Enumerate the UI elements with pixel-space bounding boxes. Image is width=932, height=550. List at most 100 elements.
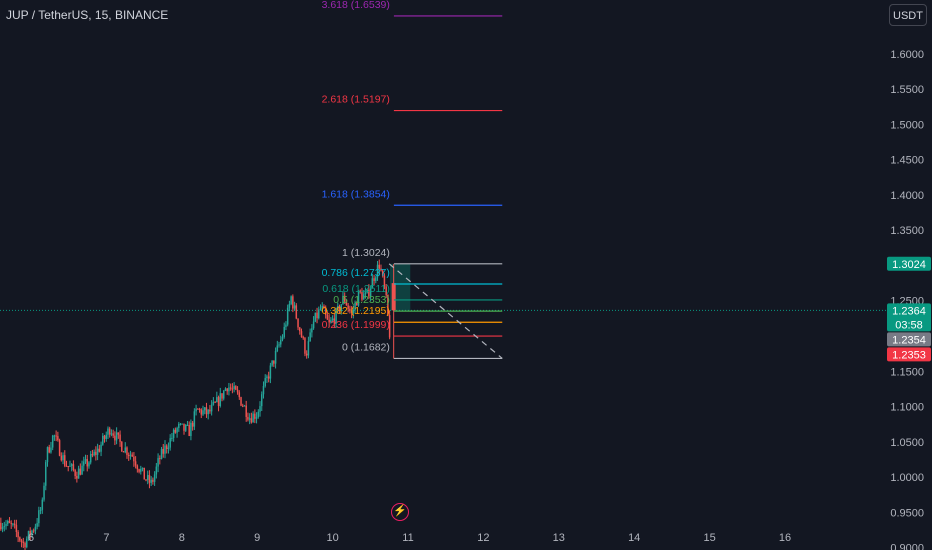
candle[interactable] — [349, 305, 351, 314]
lightning-icon[interactable]: ⚡ — [391, 503, 409, 521]
candle[interactable] — [229, 383, 232, 391]
candle[interactable] — [240, 396, 242, 407]
time-axis[interactable]: 6 7 8 9 10 11 12 13 14 15 16 — [28, 532, 791, 544]
candle[interactable] — [140, 465, 142, 475]
candle[interactable] — [262, 381, 265, 399]
candle[interactable] — [307, 336, 310, 359]
candle[interactable] — [321, 302, 323, 313]
candle[interactable] — [324, 305, 327, 319]
candle[interactable] — [337, 302, 339, 313]
fib-level-1_618[interactable]: 1.618 (1.3854) — [322, 188, 503, 206]
candle[interactable] — [261, 391, 263, 412]
candle[interactable] — [359, 289, 361, 294]
candle[interactable] — [342, 291, 344, 305]
candle[interactable] — [13, 519, 16, 529]
candle[interactable] — [318, 306, 320, 320]
candle[interactable] — [127, 452, 130, 461]
candle[interactable] — [46, 446, 49, 467]
candle[interactable] — [380, 264, 382, 272]
candle[interactable] — [269, 362, 272, 384]
candle[interactable] — [53, 434, 56, 441]
candle[interactable] — [297, 318, 299, 331]
candle[interactable] — [190, 419, 192, 441]
candle[interactable] — [155, 462, 158, 479]
candle[interactable] — [224, 387, 227, 392]
candle[interactable] — [188, 421, 190, 437]
candle[interactable] — [57, 431, 59, 442]
candle[interactable] — [43, 482, 45, 502]
candle[interactable] — [39, 507, 42, 515]
candle[interactable] — [117, 432, 120, 439]
candle[interactable] — [102, 433, 104, 446]
candle[interactable] — [50, 441, 52, 454]
candle[interactable] — [72, 460, 75, 472]
candle[interactable] — [27, 530, 30, 541]
candle[interactable] — [210, 400, 213, 416]
candle[interactable] — [203, 407, 206, 415]
candle[interactable] — [10, 520, 12, 529]
candle[interactable] — [231, 383, 234, 394]
candle[interactable] — [267, 371, 270, 383]
candle[interactable] — [326, 311, 329, 320]
candle[interactable] — [216, 391, 218, 403]
candle[interactable] — [76, 471, 78, 483]
candle[interactable] — [233, 382, 235, 393]
candle[interactable] — [121, 441, 123, 452]
candle[interactable] — [385, 284, 387, 298]
candle[interactable] — [67, 465, 69, 472]
candle[interactable] — [197, 408, 199, 410]
candle[interactable] — [83, 456, 85, 472]
candle[interactable] — [248, 413, 251, 425]
candle[interactable] — [356, 301, 358, 306]
candle[interactable] — [58, 438, 61, 457]
fib-level-1[interactable]: 1 (1.3024) — [342, 247, 503, 265]
candle[interactable] — [219, 387, 222, 408]
candle[interactable] — [222, 389, 225, 401]
candle[interactable] — [164, 440, 166, 459]
candle[interactable] — [134, 456, 137, 469]
candle[interactable] — [3, 521, 6, 532]
fib-level-3_618[interactable]: 3.618 (1.6539) — [322, 0, 503, 17]
candle[interactable] — [36, 518, 38, 530]
candle[interactable] — [293, 301, 296, 311]
candle[interactable] — [257, 409, 260, 419]
candle[interactable] — [65, 460, 68, 467]
candle[interactable] — [357, 290, 360, 307]
candle[interactable] — [280, 335, 282, 348]
candle[interactable] — [292, 294, 294, 313]
candle[interactable] — [373, 274, 375, 286]
candle[interactable] — [100, 441, 102, 457]
candle[interactable] — [235, 385, 237, 391]
candle[interactable] — [22, 537, 25, 548]
candle[interactable] — [70, 463, 73, 472]
candle[interactable] — [64, 450, 66, 468]
candle[interactable] — [183, 423, 185, 435]
candle[interactable] — [169, 434, 171, 451]
candle[interactable] — [383, 273, 386, 290]
candle[interactable] — [160, 446, 163, 460]
candle[interactable] — [205, 402, 208, 418]
candle[interactable] — [254, 409, 256, 424]
candle[interactable] — [226, 388, 228, 395]
candle[interactable] — [107, 426, 109, 439]
candle[interactable] — [38, 506, 40, 527]
candle[interactable] — [285, 321, 287, 331]
candle[interactable] — [387, 294, 389, 317]
candle[interactable] — [241, 403, 244, 408]
candle[interactable] — [335, 307, 337, 328]
candle[interactable] — [5, 520, 7, 530]
candle[interactable] — [186, 420, 189, 426]
candle[interactable] — [145, 479, 147, 482]
candle[interactable] — [212, 397, 215, 406]
candle[interactable] — [352, 305, 355, 319]
candle[interactable] — [69, 460, 71, 467]
candle[interactable] — [31, 529, 33, 538]
candle[interactable] — [252, 411, 254, 423]
candle[interactable] — [179, 423, 182, 426]
candle[interactable] — [295, 303, 298, 320]
candle[interactable] — [264, 374, 266, 388]
candle[interactable] — [340, 304, 342, 315]
candle[interactable] — [26, 536, 28, 549]
candle[interactable] — [88, 461, 90, 469]
candle[interactable] — [77, 465, 80, 479]
